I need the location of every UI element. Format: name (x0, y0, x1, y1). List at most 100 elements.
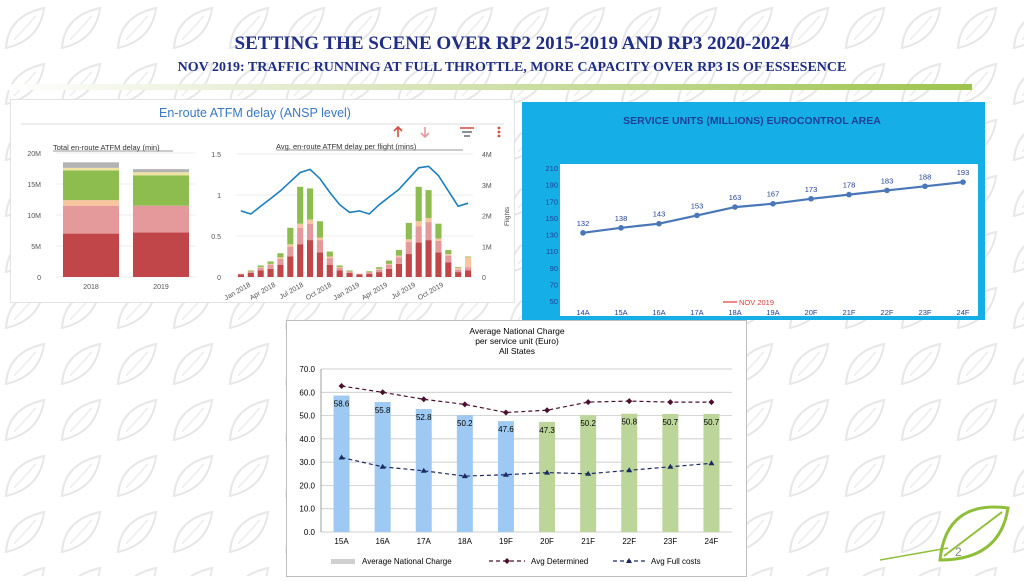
bar-segment (435, 252, 442, 277)
bar-segment (63, 205, 119, 234)
x-tick-label: Oct 2018 (305, 282, 333, 302)
bar-segment (257, 265, 264, 268)
x-tick-label: 23F (663, 537, 677, 546)
avg-determined-marker (461, 401, 468, 408)
left-y-tick-label: 0 (217, 275, 221, 282)
bar-segment (386, 260, 393, 264)
avg-determined-marker (667, 399, 674, 406)
x-tick-label: Apr 2018 (249, 282, 277, 302)
more-vertical-icon[interactable] (497, 126, 501, 138)
y-tick-label: 20.0 (299, 481, 315, 490)
avg-full-costs-marker (338, 454, 345, 460)
y-tick-label: 0.0 (304, 528, 316, 537)
left-y-tick-label: 1 (217, 193, 221, 200)
filter-icon[interactable] (460, 127, 474, 137)
data-label: 188 (919, 172, 932, 181)
bar-segment (445, 254, 452, 256)
x-tick-label: 16A (376, 537, 391, 546)
bar-segment (376, 269, 383, 273)
chart-title-line-1: Average National Charge (469, 326, 565, 336)
legend-label: Avg Determined (531, 557, 588, 566)
bar-segment (336, 270, 343, 277)
bar-segment (267, 263, 274, 265)
bar-segment (133, 169, 189, 173)
legend-swatch-national-charge (331, 559, 355, 564)
y-tick-label: 30.0 (299, 458, 315, 467)
bar-segment (376, 272, 383, 277)
x-tick-label: 15A (334, 537, 349, 546)
right-y-tick-label: 1M (482, 244, 492, 251)
avg-full-costs-marker (626, 467, 633, 473)
bar-segment (247, 272, 254, 277)
y-tick-label: 10.0 (299, 505, 315, 514)
right-y-tick-label: 0 (482, 275, 486, 282)
bar-segment (133, 172, 189, 176)
data-label: 183 (881, 176, 894, 185)
page-number: 2 (955, 545, 962, 559)
y-tick-label: 110 (546, 247, 558, 256)
y-tick-label: 50 (550, 297, 558, 306)
leaf-logo (879, 505, 1010, 562)
y-tick-label: 15M (27, 182, 41, 189)
x-tick-label: 20F (805, 308, 818, 317)
bar-segment (435, 240, 442, 253)
avg-determined-marker (708, 399, 715, 406)
bar-segment (425, 217, 432, 223)
data-label: 138 (615, 214, 628, 223)
bar-segment (455, 267, 462, 268)
bar-segment (267, 268, 274, 277)
bar-segment (465, 256, 472, 258)
avg-full-costs-marker (461, 473, 468, 479)
bar-segment (405, 254, 412, 277)
arrow-down-icon[interactable] (420, 127, 430, 139)
bar-segment (465, 267, 472, 271)
charge-bar (621, 413, 638, 532)
charge-bar (703, 413, 720, 532)
right-axis-label: Flights (504, 206, 511, 226)
legend-label: Avg Full costs (651, 557, 701, 566)
bar-segment (267, 261, 274, 264)
bar-segment (307, 219, 314, 224)
bar-segment (257, 270, 264, 277)
bar-segment (277, 257, 284, 259)
atfm-delay-chart: En-route ATFM delay (ANSP level) Total e… (21, 106, 511, 302)
bar-segment (386, 268, 393, 277)
bar-segment (445, 255, 452, 263)
bar-segment (63, 167, 119, 171)
left-y-tick-label: 1.5 (211, 152, 221, 159)
bar-segment (455, 272, 462, 277)
bar-segment (465, 270, 472, 277)
bar-segment (287, 227, 294, 245)
bar-segment (415, 221, 422, 227)
bar-segment (287, 244, 294, 247)
arrow-up-icon[interactable] (393, 125, 403, 137)
bar-segment (326, 251, 333, 257)
avg-determined-line (341, 385, 712, 414)
avg-full-costs-marker (667, 463, 674, 469)
x-tick-label: Jan 2019 (333, 282, 362, 302)
x-tick-label: 19F (499, 537, 513, 546)
bar-segment (366, 273, 373, 277)
x-tick-label: 2018 (83, 284, 99, 291)
avg-determined-marker (338, 382, 345, 389)
data-label: 132 (577, 219, 590, 228)
x-tick-label: 21F (581, 537, 595, 546)
y-tick-label: 90 (550, 264, 558, 273)
bar-segment (435, 238, 442, 241)
bar-value-label: 47.3 (539, 426, 555, 435)
bar-segment (307, 223, 314, 241)
data-label: 178 (843, 181, 856, 190)
bar-segment (336, 265, 343, 268)
y-tick-label: 70.0 (299, 365, 315, 374)
atfm-delay-panel: En-route ATFM delay (ANSP level) Total e… (10, 99, 515, 303)
bar-segment (415, 186, 422, 222)
atfm-panel-title: En-route ATFM delay (ANSP level) (159, 106, 351, 120)
bar-value-label: 50.7 (663, 418, 679, 427)
data-point (618, 225, 624, 231)
bar-value-label: 47.6 (498, 425, 514, 434)
y-tick-label: 5M (31, 244, 41, 251)
data-label: 173 (805, 185, 818, 194)
bar-segment (405, 222, 412, 240)
left-y-tick-label: 0.5 (211, 234, 221, 241)
bar-segment (287, 246, 294, 257)
